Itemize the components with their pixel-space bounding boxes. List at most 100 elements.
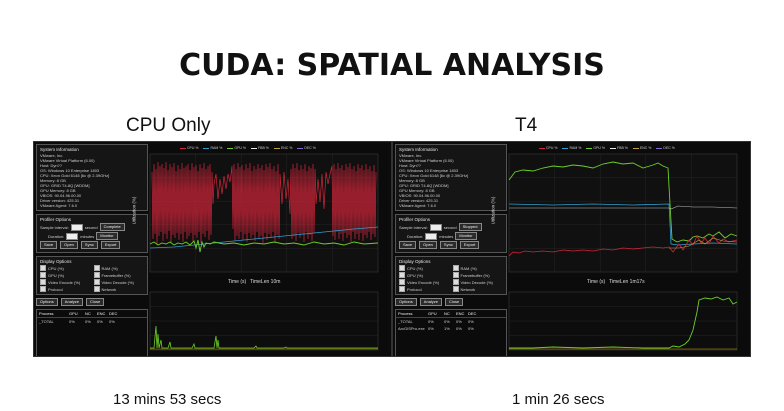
monitor-button[interactable]: Monitor xyxy=(96,232,118,240)
table-row[interactable]: ArcGISPro.exe 0% 1% 0% 0% xyxy=(396,325,506,332)
sync-button[interactable]: Sync xyxy=(439,241,457,249)
options-button[interactable]: Options xyxy=(36,298,58,306)
analyze-button[interactable]: Analyze xyxy=(419,298,443,306)
legend-item: ENC % xyxy=(273,146,292,150)
display-option[interactable]: Network xyxy=(452,286,504,292)
export-button[interactable]: Export xyxy=(459,241,480,249)
sample-interval-label: Sample interval: xyxy=(40,224,69,230)
display-option[interactable]: CPU (%) xyxy=(40,265,91,271)
checkbox[interactable] xyxy=(452,265,459,271)
utilization-plot: Time (s) TimeLen 1m17s xyxy=(508,153,738,285)
checkbox[interactable] xyxy=(40,265,46,271)
cell: 0% xyxy=(468,326,474,331)
bottom-button-row: Options Analyze Close xyxy=(395,298,507,306)
cell: 0% xyxy=(109,319,115,324)
display-option[interactable]: Video Encode (%) xyxy=(399,279,450,285)
sysinfo-line: VMware, Inc. xyxy=(40,153,64,158)
display-option[interactable]: Framebuffer (%) xyxy=(452,272,504,278)
display-option[interactable]: Protocol xyxy=(40,286,91,292)
open-button[interactable]: Open xyxy=(419,241,437,249)
display-option[interactable]: GPU (%) xyxy=(399,272,450,278)
option-label: Framebuffer (%) xyxy=(101,272,131,278)
legend-item: DEC % xyxy=(297,146,316,150)
series-process-gpu-line xyxy=(150,325,378,349)
right-time-label: 1 min 26 secs xyxy=(512,391,605,408)
open-button[interactable]: Open xyxy=(60,241,78,249)
cell: 0% xyxy=(468,319,474,324)
slide-title: CUDA: SPATIAL ANALYSIS xyxy=(179,48,605,83)
checkbox[interactable] xyxy=(40,286,46,292)
sysinfo-line: CPU: Xeon Gold 6148 [6c @ 2.39GHz] xyxy=(399,173,469,178)
series-ram-line xyxy=(149,226,379,249)
save-button[interactable]: Save xyxy=(399,241,417,249)
duration-label: Duration: xyxy=(48,233,65,239)
checkbox[interactable] xyxy=(93,272,100,278)
display-option[interactable]: GPU (%) xyxy=(40,272,91,278)
save-button[interactable]: Save xyxy=(40,241,58,249)
timelen-label: TimeLen 1m17s xyxy=(609,279,645,285)
sysinfo-line: Driver version: 425.31 xyxy=(40,198,80,203)
left-column: System Information VMware, Inc. VMware V… xyxy=(395,144,507,356)
column-header: NC xyxy=(85,311,91,316)
profiler-options-title: Profiler Options xyxy=(40,217,72,222)
export-button[interactable]: Export xyxy=(100,241,121,249)
sysinfo-line: OS: Windows 10 Enterprise 1803 xyxy=(40,168,100,173)
y-axis-label: Utilization (%) xyxy=(131,196,137,225)
options-button[interactable]: Options xyxy=(395,298,417,306)
sample-interval-input[interactable] xyxy=(70,223,83,231)
gpu-profiler-window-cpu-only: System Information VMware, Inc. VMware V… xyxy=(33,141,392,357)
close-button[interactable]: Close xyxy=(86,298,105,306)
duration-input[interactable] xyxy=(425,232,438,240)
duration-input[interactable] xyxy=(66,232,79,240)
option-label: Video Encode (%) xyxy=(407,279,440,285)
monitor-button[interactable]: Monitor xyxy=(455,232,477,240)
display-option[interactable]: CPU (%) xyxy=(399,265,450,271)
option-label: GPU (%) xyxy=(407,272,423,278)
checkbox[interactable] xyxy=(399,279,405,285)
checkbox[interactable] xyxy=(93,279,100,285)
checkbox[interactable] xyxy=(40,279,46,285)
sample-interval-input[interactable] xyxy=(429,223,442,231)
legend-label: DEC % xyxy=(663,146,675,150)
chart-legend: CPU % RAM % GPU % FBB % ENC % DEC % xyxy=(180,146,316,150)
checkbox[interactable] xyxy=(399,286,405,292)
display-option[interactable]: Framebuffer (%) xyxy=(93,272,145,278)
duration-unit-label: minutes xyxy=(439,233,454,239)
option-label: RAM (%) xyxy=(101,265,118,271)
legend-label: CPU % xyxy=(546,146,558,150)
display-option[interactable]: Protocol xyxy=(399,286,450,292)
option-label: GPU (%) xyxy=(48,272,64,278)
status-button[interactable]: Stopped xyxy=(458,223,482,231)
y-axis-label: Utilization (%) xyxy=(490,196,496,225)
legend-label: GPU % xyxy=(593,146,606,150)
sysinfo-line: Memory: 8 GB xyxy=(399,178,425,183)
checkbox[interactable] xyxy=(40,272,46,278)
column-header: GPU xyxy=(428,311,437,316)
analyze-button[interactable]: Analyze xyxy=(60,298,84,306)
option-label: Video Encode (%) xyxy=(48,279,81,285)
sync-button[interactable]: Sync xyxy=(80,241,98,249)
display-option[interactable]: Video Encode (%) xyxy=(40,279,91,285)
column-header: Process xyxy=(39,311,54,316)
plot-area xyxy=(508,153,738,273)
table-row[interactable]: _TOTAL 0% 0% 0% 0% xyxy=(396,318,506,325)
checkbox[interactable] xyxy=(399,265,405,271)
display-option[interactable]: Video Decode (%) xyxy=(93,279,145,285)
display-option[interactable]: Video Decode (%) xyxy=(452,279,504,285)
checkbox[interactable] xyxy=(93,265,100,271)
checkbox[interactable] xyxy=(452,272,459,278)
left-time-label: 13 mins 53 secs xyxy=(113,391,222,408)
close-button[interactable]: Close xyxy=(445,298,464,306)
table-row[interactable]: _TOTAL 0% 0% 0% 0% xyxy=(37,318,147,325)
cell: 0% xyxy=(85,319,91,324)
checkbox[interactable] xyxy=(452,279,459,285)
checkbox[interactable] xyxy=(93,286,100,292)
legend-label: GPU % xyxy=(234,146,247,150)
status-button[interactable]: Complete xyxy=(99,223,125,231)
cell: 0% xyxy=(97,319,103,324)
display-option[interactable]: RAM (%) xyxy=(93,265,145,271)
display-option[interactable]: Network xyxy=(93,286,145,292)
checkbox[interactable] xyxy=(452,286,459,292)
checkbox[interactable] xyxy=(399,272,405,278)
display-option[interactable]: RAM (%) xyxy=(452,265,504,271)
